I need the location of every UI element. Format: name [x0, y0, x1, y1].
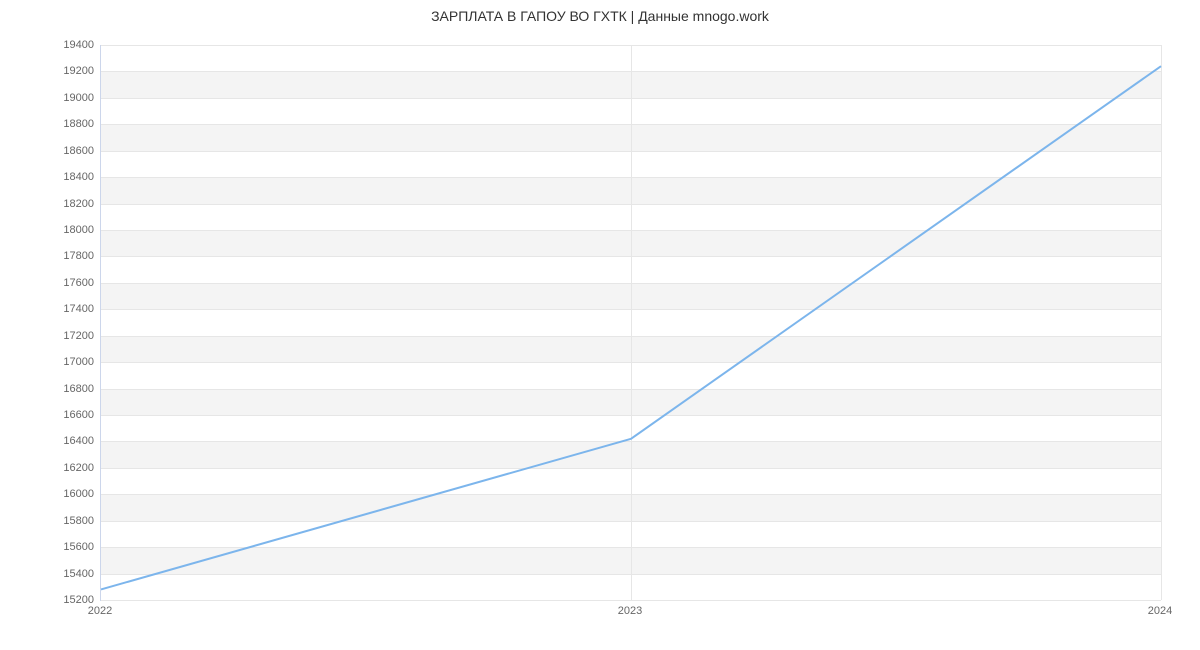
y-tick-label: 15800	[44, 515, 94, 527]
x-tick-label: 2023	[618, 605, 642, 617]
chart-container: ЗАРПЛАТА В ГАПОУ ВО ГХТК | Данные mnogo.…	[0, 0, 1200, 650]
chart-title: ЗАРПЛАТА В ГАПОУ ВО ГХТК | Данные mnogo.…	[0, 0, 1200, 24]
y-tick-label: 17000	[44, 356, 94, 368]
y-tick-label: 15200	[44, 594, 94, 606]
y-tick-label: 19000	[44, 92, 94, 104]
y-tick-label: 18200	[44, 198, 94, 210]
y-tick-label: 18600	[44, 145, 94, 157]
y-tick-label: 15400	[44, 568, 94, 580]
y-tick-label: 18000	[44, 224, 94, 236]
plot-area	[100, 45, 1161, 601]
x-grid-line	[1161, 45, 1162, 600]
y-tick-label: 16000	[44, 488, 94, 500]
y-tick-label: 17800	[44, 250, 94, 262]
y-tick-label: 16800	[44, 383, 94, 395]
y-tick-label: 16600	[44, 409, 94, 421]
y-tick-label: 15600	[44, 541, 94, 553]
y-grid-line	[101, 600, 1161, 601]
y-tick-label: 16200	[44, 462, 94, 474]
y-tick-label: 17400	[44, 303, 94, 315]
x-tick-label: 2022	[88, 605, 112, 617]
y-tick-label: 16400	[44, 435, 94, 447]
y-tick-label: 19400	[44, 39, 94, 51]
x-tick-label: 2024	[1148, 605, 1172, 617]
y-tick-label: 17200	[44, 330, 94, 342]
salary-line	[101, 66, 1161, 589]
y-tick-label: 18400	[44, 171, 94, 183]
line-chart-svg	[101, 45, 1161, 600]
y-tick-label: 18800	[44, 118, 94, 130]
y-tick-label: 17600	[44, 277, 94, 289]
y-tick-label: 19200	[44, 65, 94, 77]
